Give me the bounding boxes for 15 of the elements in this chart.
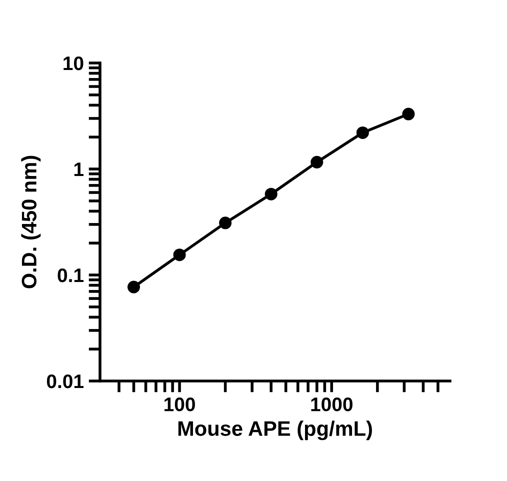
point	[219, 216, 232, 230]
y-axis-title: O.D. (450 nm)	[21, 156, 41, 288]
y-tick-label: 0.01	[46, 374, 84, 388]
y-tick-label: 0.1	[58, 268, 84, 282]
y-tick-label: 1	[74, 162, 84, 176]
point	[127, 280, 140, 294]
y-tick-label: 10	[64, 56, 84, 70]
point	[356, 126, 369, 139]
x-tick-label: 100	[164, 397, 195, 412]
x-tick-label: 1000	[311, 397, 352, 412]
x-axis-title: Mouse APE (pg/mL)	[178, 420, 372, 440]
point	[264, 188, 278, 200]
point	[173, 248, 186, 262]
point	[402, 108, 415, 120]
point	[310, 156, 324, 168]
